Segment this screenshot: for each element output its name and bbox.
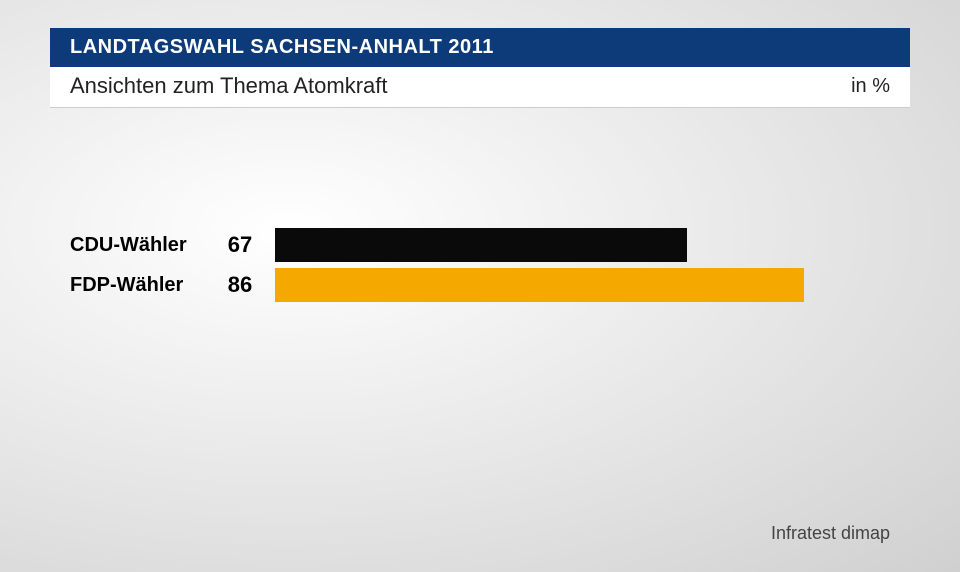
value-label-fdp: 86 — [215, 272, 265, 298]
subtitle-row: Ansichten zum Thema Atomkraft in % — [50, 67, 910, 108]
bar-container-fdp — [275, 268, 890, 302]
bar-row-fdp: FDP-Wähler 86 — [70, 268, 890, 302]
bar-row-cdu: CDU-Wähler 67 — [70, 228, 890, 262]
source-label: Infratest dimap — [771, 523, 890, 544]
bar-container-cdu — [275, 228, 890, 262]
header-banner: LANDTAGSWAHL SACHSEN-ANHALT 2011 — [50, 28, 910, 67]
category-label-fdp: FDP-Wähler — [70, 274, 215, 297]
bar-fdp — [275, 268, 804, 302]
unit-label: in % — [851, 75, 890, 98]
header-title: LANDTAGSWAHL SACHSEN-ANHALT 2011 — [70, 36, 494, 58]
bar-cdu — [275, 228, 687, 262]
value-label-cdu: 67 — [215, 232, 265, 258]
category-label-cdu: CDU-Wähler — [70, 234, 215, 257]
subtitle-text: Ansichten zum Thema Atomkraft — [70, 73, 388, 99]
chart-area: CDU-Wähler 67 FDP-Wähler 86 — [70, 228, 890, 302]
